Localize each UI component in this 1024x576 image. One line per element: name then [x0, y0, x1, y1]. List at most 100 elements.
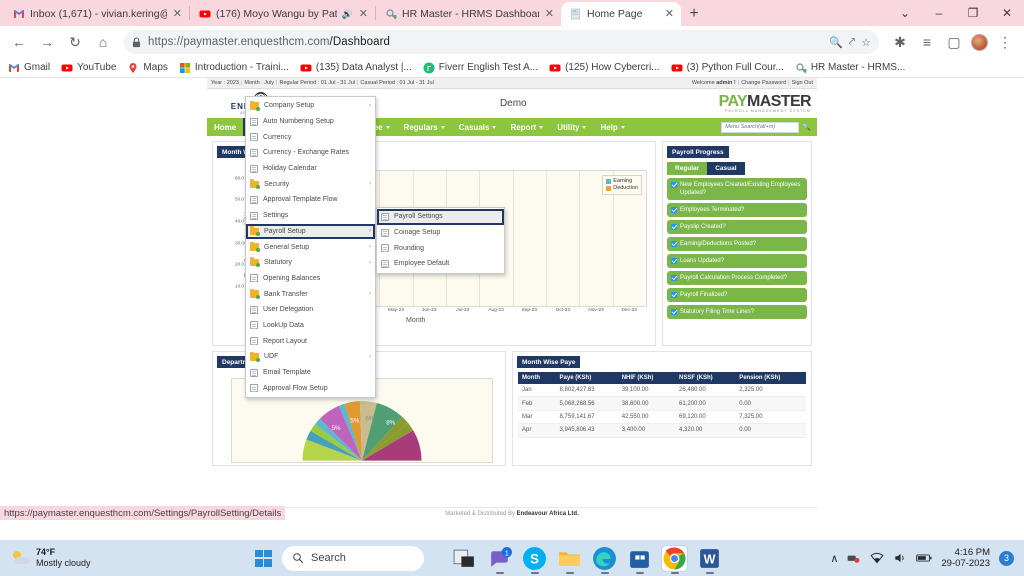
progress-item[interactable]: Employees Terminated? — [667, 203, 807, 217]
menu-item-email-template[interactable]: Email Template — [246, 365, 375, 381]
bookmark-star-icon[interactable]: ☆ — [861, 36, 871, 49]
notification-badge[interactable]: 3 — [999, 550, 1014, 566]
menu-item-udf[interactable]: UDF › — [246, 349, 375, 365]
progress-item[interactable]: New Employees Created/Existing Employees… — [667, 178, 807, 200]
bookmark-item[interactable]: HR Master - HRMS... — [795, 62, 905, 74]
menu-item-holiday-calendar[interactable]: Holiday Calendar — [246, 161, 375, 177]
address-bar[interactable]: https://paymaster.enquesthcm.com/Dashboa… — [124, 30, 879, 54]
taskbar-clock[interactable]: 4:16 PM 29-07-2023 — [941, 547, 990, 569]
menu-item-lookup-data[interactable]: LookUp Data — [246, 318, 375, 334]
close-icon[interactable]: ✕ — [544, 7, 554, 20]
menu-item-user-delegation[interactable]: User Delegation — [246, 302, 375, 318]
close-icon[interactable]: ✕ — [172, 7, 182, 20]
close-icon[interactable]: ✕ — [358, 7, 368, 20]
extensions-icon[interactable]: ✱ — [894, 33, 906, 50]
menu-item-currency-exchange-rates[interactable]: Currency - Exchange Rates — [246, 145, 375, 161]
menu-item-approval-template-flow[interactable]: Approval Template Flow — [246, 192, 375, 208]
wifi-icon[interactable] — [870, 552, 884, 565]
progress-item[interactable]: Loans Updated? — [667, 254, 807, 268]
progress-item[interactable]: Statutory Filing Time Lines? — [667, 305, 807, 319]
side-panel-icon[interactable]: ▢ — [947, 33, 961, 50]
search-icon[interactable]: 🔍 — [802, 124, 811, 131]
browser-tab-0[interactable]: Inbox (1,671) - vivian.kering@gm ✕ — [4, 2, 189, 26]
word-icon[interactable]: W — [697, 546, 722, 571]
bookmark-item[interactable]: Fiverr English Test A... — [423, 62, 538, 74]
profile-avatar[interactable] — [971, 33, 988, 51]
menu-item-payroll-setup[interactable]: Payroll Setup › — [246, 223, 375, 240]
menu-item-company-setup[interactable]: Company Setup › — [246, 98, 375, 114]
checkbox-checked-icon[interactable] — [671, 240, 677, 247]
checkbox-checked-icon[interactable] — [671, 257, 677, 264]
nav-home[interactable]: Home — [207, 118, 243, 136]
menu-item-payroll-settings[interactable]: Payroll Settings — [377, 209, 504, 225]
browser-tab-3-active[interactable]: Home Page ✕ — [561, 2, 681, 26]
sign-out-link[interactable]: Sign Out — [791, 80, 813, 86]
new-tab-button[interactable]: + — [689, 5, 699, 22]
menu-item-security[interactable]: Security › — [246, 176, 375, 192]
nav-help[interactable]: Help — [593, 118, 631, 136]
task-view-icon[interactable] — [452, 546, 477, 571]
progress-item[interactable]: Earning/Deductions Posted? — [667, 237, 807, 251]
progress-item[interactable]: Payslip Created? — [667, 220, 807, 234]
checkbox-checked-icon[interactable] — [671, 308, 677, 315]
checkbox-checked-icon[interactable] — [671, 291, 677, 298]
browser-tab-2[interactable]: HR Master - HRMS Dashboard a ✕ — [376, 2, 561, 26]
bookmark-item[interactable]: YouTube — [61, 62, 116, 74]
tab-casual[interactable]: Casual — [707, 162, 745, 175]
edge-icon[interactable] — [592, 546, 617, 571]
menu-item-report-layout[interactable]: Report Layout — [246, 333, 375, 349]
browser-tab-1[interactable]: (176) Moyo Wangu by Patric 🔊 ✕ — [190, 2, 375, 26]
back-icon[interactable]: ← — [12, 34, 26, 50]
chrome-menu-icon[interactable]: ⋮ — [998, 33, 1012, 50]
menu-item-auto-numbering-setup[interactable]: Auto Numbering Setup — [246, 114, 375, 130]
microsoft-store-icon[interactable] — [627, 546, 652, 571]
bookmark-item[interactable]: Gmail — [8, 62, 50, 74]
checkbox-checked-icon[interactable] — [671, 206, 677, 213]
menu-item-opening-balances[interactable]: Opening Balances — [246, 271, 375, 287]
battery-icon[interactable] — [916, 552, 932, 564]
nav-casuals[interactable]: Casuals — [452, 118, 504, 136]
menu-item-approval-flow-setup[interactable]: Approval Flow Setup — [246, 380, 375, 396]
maximize-button[interactable]: ❐ — [967, 6, 979, 20]
menu-item-rounding[interactable]: Rounding — [377, 240, 504, 256]
menu-item-bank-transfer[interactable]: Bank Transfer › — [246, 286, 375, 302]
windows-start-icon[interactable] — [255, 549, 272, 567]
nav-regulars[interactable]: Regulars — [397, 118, 452, 136]
change-password-link[interactable]: Change Password — [741, 80, 787, 86]
reading-list-icon[interactable]: ≡ — [922, 34, 932, 50]
bookmark-item[interactable]: (135) Data Analyst |... — [300, 62, 412, 74]
menu-search-input[interactable] — [721, 121, 800, 133]
forward-icon[interactable]: → — [40, 34, 54, 50]
menu-item-currency[interactable]: Currency — [246, 129, 375, 145]
share-icon[interactable]: ⤤ — [848, 35, 856, 48]
bookmark-item[interactable]: (3) Python Full Cour... — [671, 62, 784, 74]
menu-item-general-setup[interactable]: General Setup › — [246, 239, 375, 255]
file-explorer-icon[interactable] — [557, 546, 582, 571]
taskbar-search[interactable]: Search — [282, 545, 424, 571]
close-window-button[interactable]: ✕ — [1001, 6, 1013, 20]
minimize-button[interactable]: – — [935, 6, 943, 20]
tray-chevron-icon[interactable]: ∧ — [830, 552, 839, 565]
close-icon[interactable]: ✕ — [664, 7, 674, 20]
progress-item[interactable]: Payroll Calculation Process Completed? — [667, 271, 807, 285]
menu-item-coinage-setup[interactable]: Coinage Setup — [377, 225, 504, 241]
bookmark-item[interactable]: Introduction - Traini... — [179, 62, 289, 74]
reload-icon[interactable]: ↻ — [69, 33, 81, 50]
chat-icon[interactable]: 1 — [487, 546, 512, 571]
bookmark-item[interactable]: (125) How Cybercri... — [549, 62, 660, 74]
menu-item-settings[interactable]: Settings — [246, 208, 375, 224]
tab-search-chevron-icon[interactable]: ⌄ — [899, 6, 911, 20]
screen-record-icon[interactable] — [847, 551, 861, 565]
chrome-icon[interactable] — [662, 545, 687, 571]
checkbox-checked-icon[interactable] — [671, 223, 677, 230]
bookmark-item[interactable]: Maps — [127, 62, 168, 74]
nav-report[interactable]: Report — [503, 118, 550, 136]
menu-item-statutory[interactable]: Statutory › — [246, 255, 375, 271]
home-icon[interactable]: ⌂ — [98, 34, 108, 50]
tab-regular[interactable]: Regular — [667, 162, 708, 175]
weather-widget[interactable]: 74°F Mostly cloudy — [0, 547, 255, 569]
checkbox-checked-icon[interactable] — [671, 274, 677, 281]
zoom-icon[interactable]: 🔍 — [829, 36, 843, 49]
checkbox-checked-icon[interactable] — [671, 181, 677, 188]
volume-icon[interactable] — [893, 551, 907, 565]
